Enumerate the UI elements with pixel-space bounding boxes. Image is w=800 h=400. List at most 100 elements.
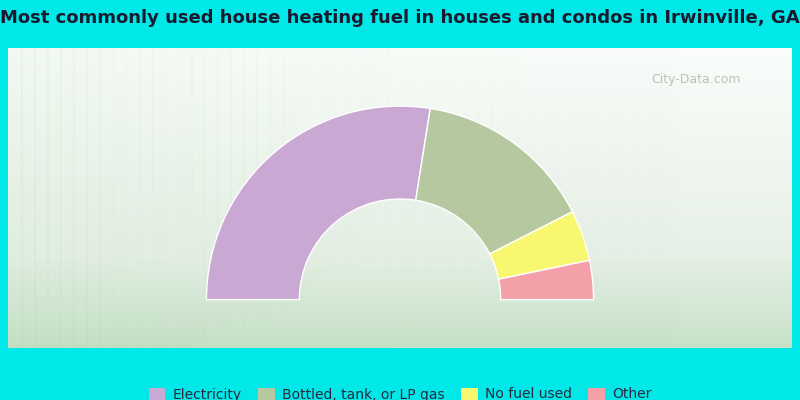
Bar	[687, 48, 702, 348]
Bar	[138, 48, 154, 348]
Bar	[334, 48, 350, 348]
Bar	[217, 48, 232, 348]
Bar	[8, 272, 792, 277]
Bar	[8, 242, 792, 247]
Bar	[8, 81, 792, 86]
Bar	[348, 48, 362, 348]
Bar	[478, 48, 493, 348]
Bar	[8, 85, 792, 89]
Bar	[230, 48, 245, 348]
Bar	[8, 96, 792, 100]
Bar	[8, 295, 792, 299]
Bar	[8, 299, 792, 303]
Bar	[8, 265, 792, 269]
Bar	[8, 164, 792, 168]
Bar	[60, 48, 75, 348]
Bar	[74, 48, 88, 348]
Bar	[243, 48, 258, 348]
Bar	[8, 160, 792, 164]
Bar	[152, 48, 166, 348]
Bar	[8, 89, 792, 93]
Bar	[309, 48, 323, 348]
Bar	[8, 201, 792, 206]
Bar	[8, 111, 792, 116]
Bar	[8, 224, 792, 228]
Bar	[8, 276, 792, 280]
Bar	[8, 280, 792, 284]
Bar	[21, 48, 36, 348]
Legend: Electricity, Bottled, tank, or LP gas, No fuel used, Other: Electricity, Bottled, tank, or LP gas, N…	[143, 382, 657, 400]
Bar	[530, 48, 546, 348]
Bar	[8, 70, 792, 74]
Bar	[8, 306, 792, 310]
Bar	[8, 261, 792, 266]
Bar	[426, 48, 441, 348]
Bar	[8, 108, 792, 112]
Bar	[714, 48, 728, 348]
Bar	[8, 66, 792, 70]
Text: City-Data.com: City-Data.com	[651, 74, 741, 86]
Bar	[126, 48, 140, 348]
Bar	[8, 74, 792, 78]
Bar	[505, 48, 519, 348]
Bar	[400, 48, 414, 348]
Bar	[8, 329, 792, 333]
Bar	[740, 48, 754, 348]
Bar	[256, 48, 271, 348]
Bar	[8, 179, 792, 183]
Bar	[8, 141, 792, 146]
Bar	[583, 48, 598, 348]
Bar	[8, 175, 792, 179]
Text: Most commonly used house heating fuel in houses and condos in Irwinville, GA: Most commonly used house heating fuel in…	[0, 9, 800, 27]
Bar	[8, 235, 792, 239]
Bar	[387, 48, 402, 348]
Bar	[8, 216, 792, 220]
Bar	[8, 62, 792, 67]
Wedge shape	[206, 106, 430, 300]
Bar	[8, 209, 792, 213]
Bar	[8, 149, 792, 153]
Bar	[596, 48, 610, 348]
Bar	[8, 269, 792, 273]
Bar	[8, 134, 792, 138]
Bar	[648, 48, 663, 348]
Bar	[8, 284, 792, 288]
Bar	[8, 152, 792, 157]
Bar	[8, 138, 792, 142]
Bar	[8, 227, 792, 232]
Bar	[8, 332, 792, 337]
Bar	[452, 48, 467, 348]
Bar	[8, 194, 792, 198]
Bar	[544, 48, 558, 348]
Bar	[8, 51, 792, 56]
Bar	[8, 231, 792, 236]
Bar	[204, 48, 218, 348]
Wedge shape	[498, 260, 594, 300]
Bar	[8, 198, 792, 202]
Bar	[8, 340, 792, 344]
Bar	[439, 48, 454, 348]
Bar	[178, 48, 193, 348]
Bar	[47, 48, 62, 348]
Bar	[8, 48, 792, 52]
Bar	[8, 291, 792, 296]
Bar	[8, 314, 792, 318]
Bar	[635, 48, 650, 348]
Bar	[8, 59, 792, 63]
Bar	[609, 48, 624, 348]
Bar	[282, 48, 297, 348]
Bar	[295, 48, 310, 348]
Wedge shape	[490, 212, 590, 279]
Bar	[662, 48, 676, 348]
Bar	[8, 205, 792, 209]
Bar	[8, 310, 792, 314]
Bar	[191, 48, 206, 348]
Bar	[8, 186, 792, 190]
Bar	[99, 48, 114, 348]
Bar	[8, 250, 792, 254]
Bar	[557, 48, 571, 348]
Bar	[8, 100, 792, 104]
Bar	[8, 325, 792, 329]
Bar	[8, 318, 792, 322]
Bar	[491, 48, 506, 348]
